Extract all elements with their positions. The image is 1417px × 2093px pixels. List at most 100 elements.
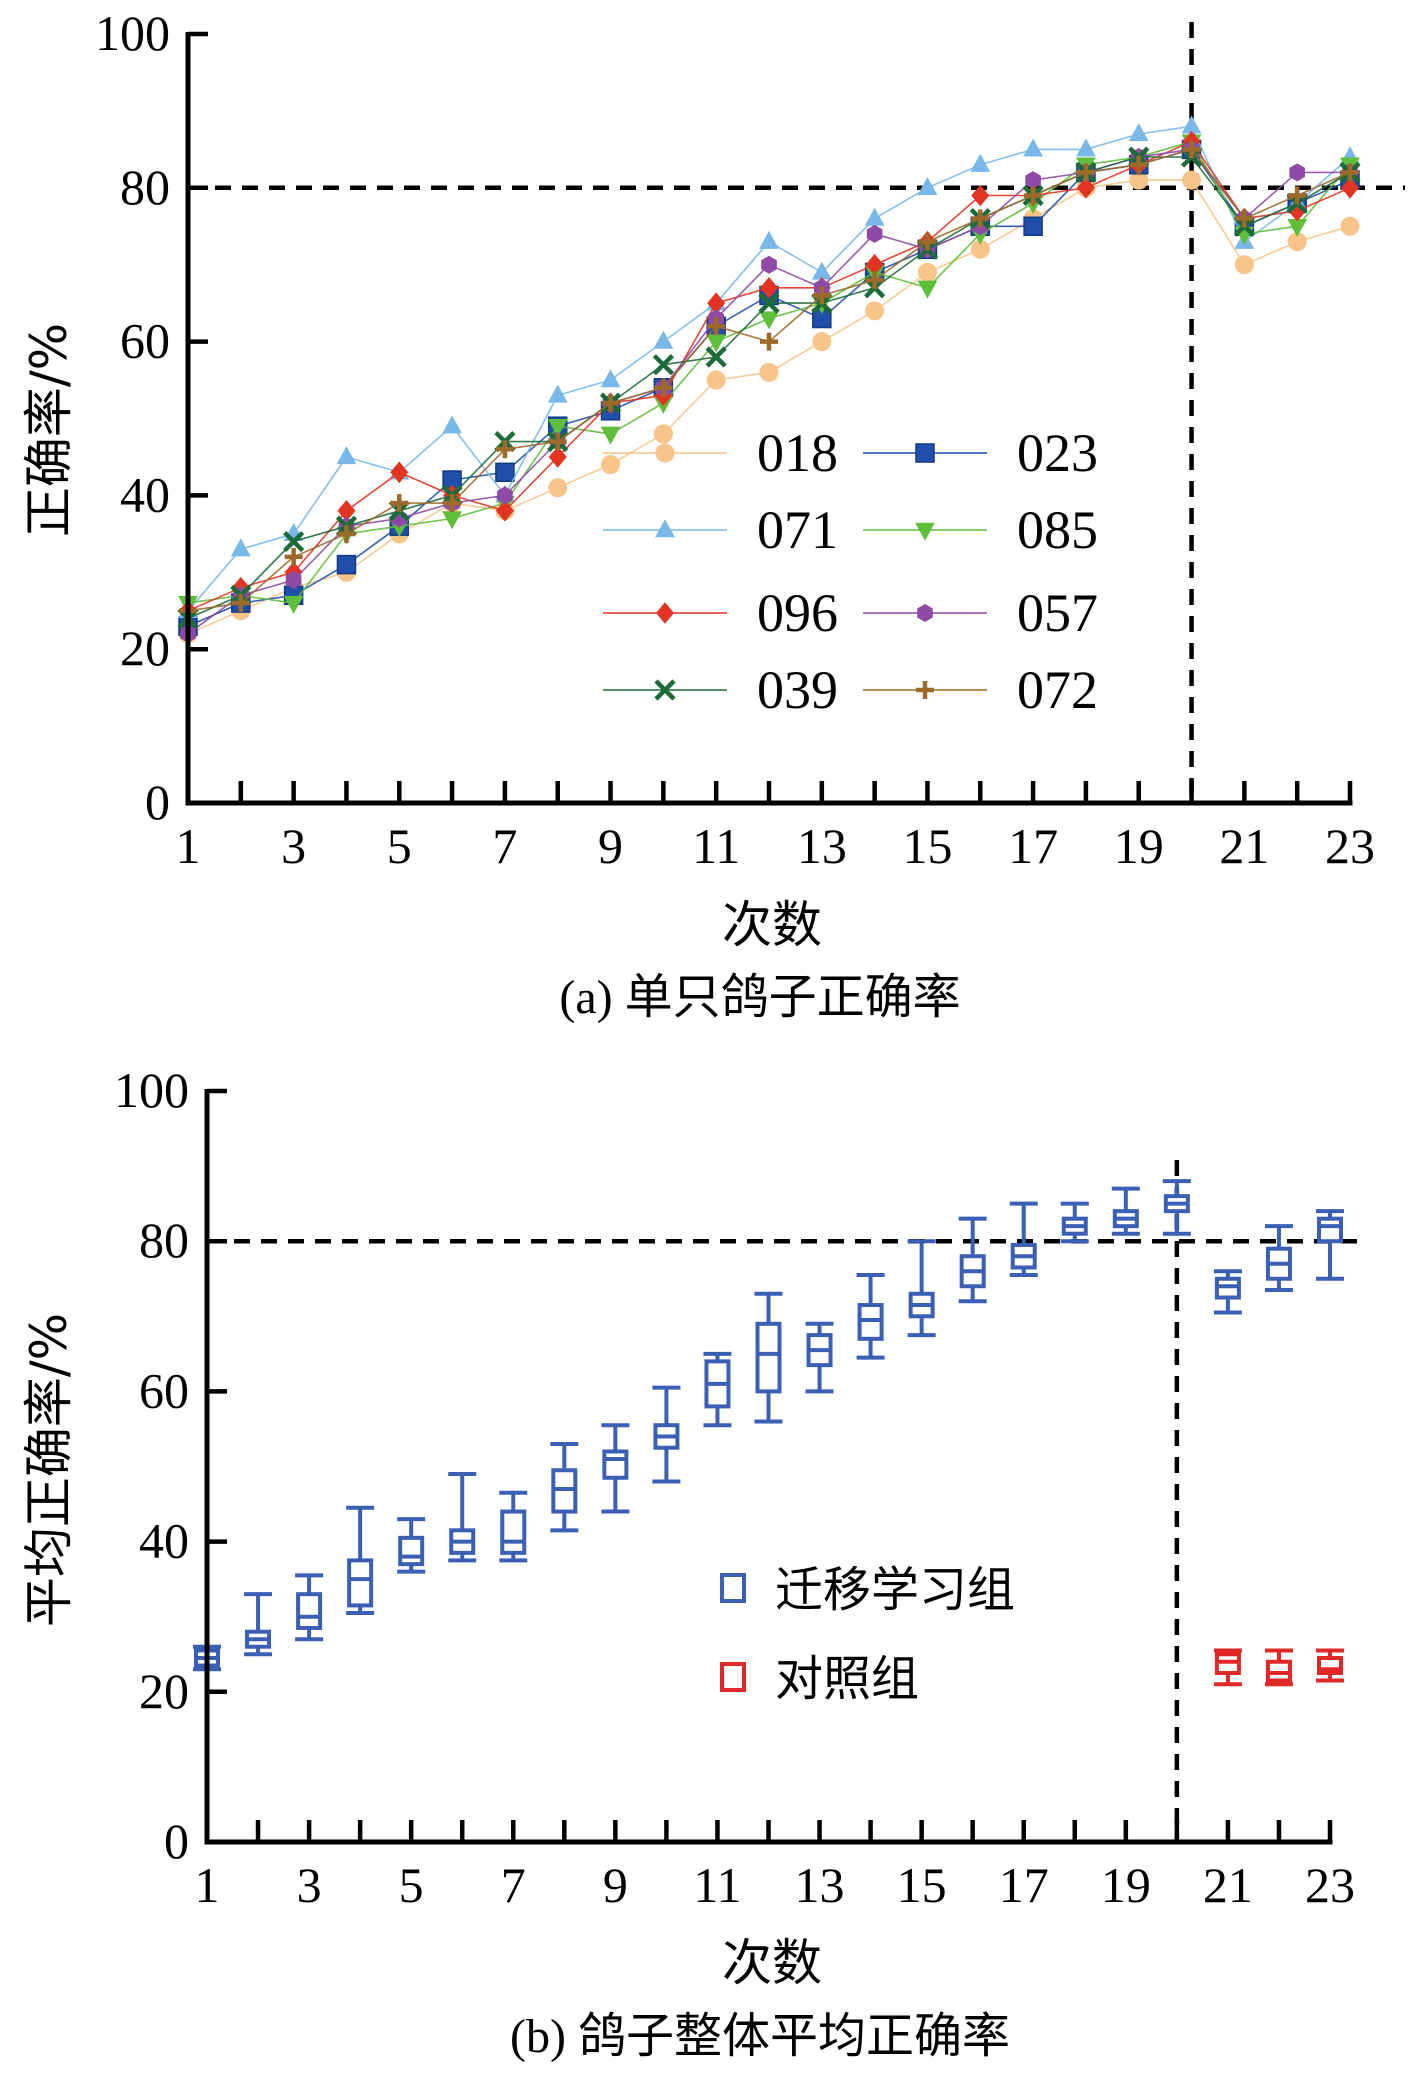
series-071-point: [653, 330, 674, 349]
series-071-point: [1023, 138, 1043, 157]
legend-label-085: 085: [1017, 500, 1098, 560]
panel-b-x-tick-label: 23: [1305, 1857, 1355, 1913]
legend-marker-072: [916, 681, 934, 699]
box-迁移学习组-2: [244, 1592, 273, 1657]
legend-entry-023: 023: [863, 423, 1098, 483]
box-迁移学习组-10: [652, 1385, 681, 1484]
series-018-point: [653, 424, 673, 444]
box-迁移学习组-13: [805, 1321, 834, 1394]
series-072-point: [918, 232, 937, 251]
series-018-point: [1340, 216, 1360, 236]
panel-b-caption: (b) 鸽子整体平均正确率: [510, 2010, 1010, 2063]
series-096-point: [337, 499, 356, 522]
series-072-point: [812, 286, 831, 305]
legend-label-迁移学习组: 迁移学习组: [775, 1562, 1015, 1618]
series-071-point: [442, 415, 462, 434]
series-071-point: [811, 261, 832, 280]
legend-marker-096: [656, 602, 674, 624]
panel-b-y-tick-label: 20: [139, 1663, 189, 1719]
box-iqr: [347, 1558, 374, 1608]
panel-b-x-tick-label: 15: [897, 1857, 947, 1913]
series-057-point: [761, 255, 777, 274]
box-iqr: [755, 1321, 782, 1394]
series-071-point: [547, 384, 568, 403]
series-072-point: [495, 440, 514, 459]
panel-a-x-tick-label: 13: [797, 818, 847, 874]
box-iqr: [398, 1535, 425, 1567]
legend-label-023: 023: [1017, 423, 1098, 483]
legend-label-072: 072: [1017, 660, 1098, 720]
series-072-point: [337, 524, 356, 543]
box-迁移学习组-4: [346, 1505, 375, 1615]
series-072-point: [1235, 209, 1254, 228]
series-096-point: [1076, 177, 1095, 199]
legend-entry-迁移学习组: 迁移学习组: [720, 1562, 1015, 1618]
series-039-point: [705, 346, 727, 368]
panel-a-caption: (a) 单只鸽子正确率: [559, 971, 960, 1024]
series-072-point: [443, 494, 462, 513]
box-iqr: [500, 1509, 527, 1555]
series-072-point: [231, 594, 250, 613]
panel-a-y-tick-label: 40: [120, 466, 170, 522]
panel-b-y-tick-label: 100: [114, 1062, 189, 1118]
legend-entry-018: 018: [603, 423, 838, 483]
series-039-point: [758, 292, 780, 314]
series-072-point: [601, 394, 620, 413]
legend-entry-085: 085: [863, 500, 1098, 560]
series-072-point: [865, 271, 884, 290]
series-018-point: [601, 455, 621, 475]
legend-marker-057: [917, 604, 933, 622]
panel-b-x-tick-label: 5: [399, 1857, 424, 1913]
panel-a-y-tick-label: 100: [95, 5, 170, 61]
panel-a-y-tick-label: 60: [120, 313, 170, 369]
series-096-point: [495, 499, 514, 522]
series-096-point: [390, 461, 409, 484]
box-迁移学习组-9: [601, 1423, 630, 1514]
panel-b-x-tick-label: 11: [693, 1857, 741, 1913]
series-085-point: [283, 595, 304, 614]
box-iqr: [1317, 1216, 1343, 1244]
panel-a-series: [177, 115, 1361, 644]
panel-b-x-tick-label: 21: [1203, 1857, 1253, 1913]
series-071-point: [1128, 123, 1149, 142]
panel-a-x-tick-label: 5: [387, 818, 412, 874]
panel-a-x-tick-label: 19: [1114, 818, 1164, 874]
legend-marker-039: [654, 679, 676, 701]
series-072-point: [654, 378, 673, 397]
panel-b-x-tick-label: 1: [195, 1857, 220, 1913]
panel-b-x-tick-label: 17: [999, 1857, 1049, 1913]
panel-a-x-tick-label: 15: [902, 818, 952, 874]
box-迁移学习组-19: [1111, 1186, 1140, 1236]
box-iqr: [296, 1592, 323, 1630]
series-057-point: [285, 571, 302, 589]
panel-b-series: [193, 1179, 1344, 1687]
series-085-point: [706, 334, 727, 353]
series-018-point: [812, 332, 832, 352]
series-072-point: [760, 332, 778, 351]
box-迁移学习组-14: [856, 1272, 885, 1360]
panel-a-x-tick-label: 23: [1325, 818, 1375, 874]
legend-label-039: 039: [757, 660, 838, 720]
series-072-point: [390, 494, 409, 513]
box-迁移学习组-20: [1162, 1179, 1191, 1236]
box-迁移学习组-18: [1060, 1201, 1089, 1244]
series-085-point: [1287, 219, 1308, 238]
box-迁移学习组-16: [958, 1216, 987, 1304]
series-057-point: [866, 224, 883, 243]
panel-b-x-axis-label: 次数: [722, 1934, 822, 1992]
panel-a-y-tick-label: 20: [120, 620, 170, 676]
panel-a-x-tick-label: 1: [176, 818, 201, 874]
box-迁移学习组-8: [550, 1441, 579, 1533]
series-071-point: [1076, 138, 1096, 157]
series-057: [180, 140, 1358, 643]
series-023: [178, 139, 1360, 636]
series-072-point: [1182, 140, 1201, 159]
legend-box-迁移学习组: [720, 1573, 746, 1603]
panel-a-x-tick-label: 11: [692, 818, 740, 874]
box-iqr: [602, 1449, 629, 1480]
legend-label-096: 096: [757, 583, 838, 643]
box-迁移学习组-6: [448, 1472, 477, 1563]
